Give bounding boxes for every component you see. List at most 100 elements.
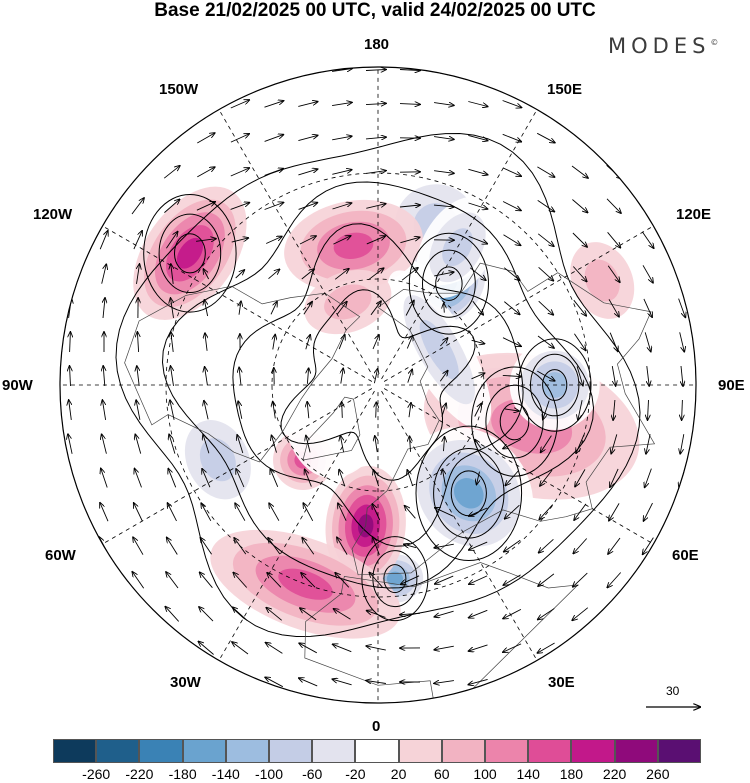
colorbar-tick-label: 180 [559, 766, 584, 782]
wind-vector [100, 503, 109, 522]
wind-vector [681, 365, 683, 386]
colorbar-swatch [657, 739, 702, 763]
brand-mark: © [710, 38, 719, 47]
wind-vector [537, 166, 554, 177]
wind-vector [679, 332, 685, 351]
wind-vector [439, 371, 447, 382]
wind-vector [376, 402, 377, 418]
height-contour [361, 536, 429, 622]
wind-vector [433, 205, 454, 207]
wind-vector [136, 400, 141, 420]
wind-vector [198, 642, 214, 655]
wind-vector [341, 368, 343, 384]
wind-vector [647, 366, 649, 386]
wind-vector [440, 338, 447, 347]
wind-vector [367, 611, 386, 618]
wind-vector [537, 370, 554, 381]
wind-vector [504, 301, 519, 315]
wind-vector [135, 434, 142, 454]
wind-vector [332, 102, 352, 107]
wind-vector [369, 573, 384, 588]
wind-vector [468, 202, 488, 209]
wind-vector [609, 332, 618, 352]
wind-vector [338, 503, 347, 521]
colorbar-tick-label: -260 [82, 766, 111, 782]
coastline [304, 562, 579, 703]
wind-vector [648, 399, 649, 420]
wind-vector [400, 237, 419, 244]
colorbar-tick-label: 100 [473, 766, 497, 782]
wind-vector [333, 236, 350, 245]
wind-vector [332, 679, 352, 686]
wind-vector [571, 165, 588, 178]
colorbar-tick-label: -220 [125, 766, 154, 782]
wind-vector [333, 644, 352, 653]
lon-label-120w: 120W [33, 206, 73, 223]
wind-vector [502, 167, 521, 176]
wind-vector [335, 573, 350, 588]
wind-vector [273, 402, 276, 419]
wind-vector [299, 643, 318, 654]
height-contour [232, 223, 524, 547]
wind-vector [338, 335, 345, 350]
anomaly-level [386, 571, 403, 586]
wind-vector [503, 643, 522, 652]
wind-vector [468, 101, 487, 107]
wind-vector [332, 69, 352, 72]
lon-label-150e: 150E [547, 81, 583, 98]
wind-vector [574, 503, 587, 520]
wind-vector [375, 436, 377, 453]
wind-vector [268, 269, 280, 280]
wind-vector [474, 404, 482, 417]
wind-vector [468, 134, 487, 140]
wind-vector [205, 333, 207, 351]
wind-vector [539, 504, 554, 520]
wind-vector [170, 400, 175, 420]
wind-vector [303, 302, 312, 315]
wind-vector [233, 607, 248, 622]
wind-vector [235, 270, 245, 279]
wind-vector [266, 643, 283, 654]
wind-vector [366, 646, 386, 651]
wind-vector [471, 373, 485, 380]
wind-vector [134, 503, 143, 522]
wind-vector [168, 469, 177, 488]
map-border [59, 66, 697, 704]
wind-vector [137, 332, 138, 353]
wind-vector [469, 644, 488, 651]
wind-vector [332, 203, 352, 210]
wind-vector [611, 366, 615, 386]
lon-label-150w: 150W [159, 81, 199, 98]
wind-vector [540, 469, 553, 486]
wind-vector [471, 340, 485, 343]
wind-vector [131, 198, 144, 215]
wind-vector [264, 203, 284, 210]
wind-vector [405, 506, 416, 519]
wind-vector [644, 332, 651, 351]
wind-vector [574, 333, 585, 351]
wind-vector [133, 231, 142, 250]
lon-label-30e: 30E [548, 674, 575, 691]
colorbar-tick-label: 140 [516, 766, 540, 782]
height-contour [372, 550, 418, 608]
wind-vector [205, 367, 208, 386]
wind-vector [468, 678, 488, 684]
wind-vector [538, 300, 554, 315]
wind-vector [607, 232, 621, 247]
wind-vector [405, 301, 414, 316]
colorbar-swatch [571, 739, 615, 763]
wind-vector [372, 504, 381, 521]
wind-vector [307, 402, 309, 419]
lon-label-0: 0 [372, 718, 381, 735]
colorbar-swatch [139, 739, 183, 763]
wind-vector [165, 607, 180, 622]
wind-vector [99, 231, 108, 250]
wind-vector [469, 609, 488, 617]
brand-name: MODES [608, 34, 711, 58]
wind-vector [70, 332, 71, 353]
wind-vector [101, 469, 108, 488]
vector-scale-label: 30 [666, 684, 680, 698]
height-contour [158, 213, 222, 294]
wind-vector [643, 298, 652, 317]
